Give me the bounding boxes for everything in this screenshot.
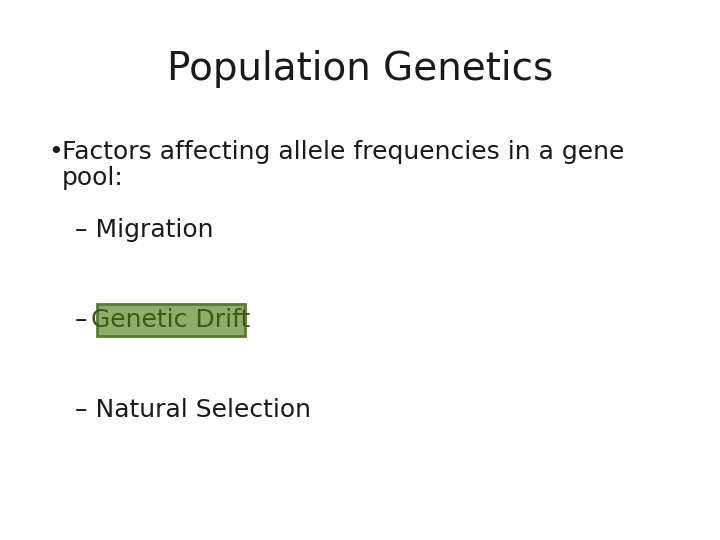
- Text: Population Genetics: Population Genetics: [167, 50, 553, 88]
- Text: –: –: [75, 308, 88, 332]
- Text: Genetic Drift: Genetic Drift: [91, 308, 251, 332]
- Text: – Migration: – Migration: [75, 218, 214, 242]
- FancyBboxPatch shape: [97, 304, 245, 336]
- Text: Factors affecting allele frequencies in a gene: Factors affecting allele frequencies in …: [62, 140, 624, 164]
- Text: •: •: [48, 140, 63, 164]
- Text: pool:: pool:: [62, 166, 124, 190]
- Text: – Natural Selection: – Natural Selection: [75, 398, 311, 422]
